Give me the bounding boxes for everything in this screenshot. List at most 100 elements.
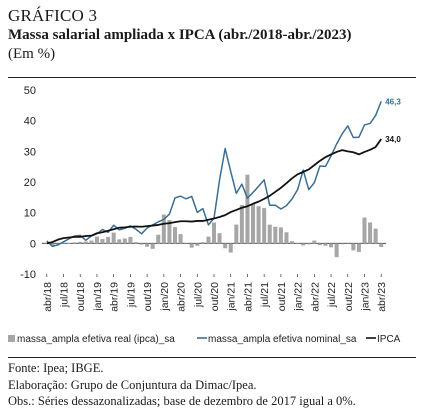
y-tick-label: 10 (24, 208, 36, 220)
bar-set/21 (273, 226, 278, 244)
x-tick-label: jan/23 (359, 282, 371, 312)
chart-canvas: -10 0 10 20 30 40 50 abr/18 jul/18 out/18 jan/19 ab… (8, 85, 401, 345)
x-tick-label: abr/20 (176, 282, 188, 312)
x-tick-label: jul/18 (59, 282, 71, 308)
end-value-label: 46,3 (385, 97, 401, 106)
bar-abr/23 (379, 243, 384, 248)
bar-jul/19 (128, 236, 133, 244)
x-tick-label: out/20 (209, 282, 221, 311)
x-tick-label: jan/22 (293, 282, 305, 312)
bar-jan/23 (362, 217, 367, 244)
source-note: Fonte: Ipea; IBGE. (8, 361, 104, 375)
x-tick-label: jul/19 (125, 282, 137, 308)
bottom-rule (8, 357, 416, 358)
bar-series-layer (44, 174, 384, 258)
x-tick-label: out/19 (142, 282, 154, 311)
legend-swatch-real (8, 335, 15, 342)
bar-fev/21 (234, 224, 239, 244)
x-tick-label: abr/18 (42, 282, 54, 312)
bar-jul/21 (262, 208, 267, 244)
bar-fev/20 (167, 220, 172, 244)
bar-jan/22 (295, 243, 300, 244)
x-tick-label: jul/22 (326, 282, 338, 308)
end-value-label: 34,0 (385, 135, 401, 144)
bar-mai/22 (317, 243, 322, 246)
bar-nov/21 (284, 232, 289, 244)
bar-ago/20 (200, 242, 205, 244)
observation-note: Obs.: Séries dessazonalizadas; base de d… (8, 394, 356, 408)
bar-mai/19 (117, 239, 122, 244)
bar-out/19 (145, 243, 150, 247)
bar-set/18 (72, 242, 77, 244)
y-tick-label: 50 (24, 85, 36, 97)
chart-header: GRÁFICO 3 Massa salarial ampliada x IPCA… (8, 6, 418, 64)
bar-mar/19 (106, 236, 111, 244)
bar-jun/18 (55, 243, 60, 245)
x-tick-label: out/18 (75, 282, 87, 311)
bar-nov/18 (83, 241, 88, 244)
x-tick-label: abr/21 (242, 282, 254, 312)
figure-label: GRÁFICO 3 (8, 6, 98, 25)
bar-abr/19 (111, 232, 116, 244)
bar-nov/19 (150, 243, 155, 249)
x-tick-label: out/21 (276, 282, 288, 311)
bar-abr/20 (178, 234, 183, 244)
bar-jul/18 (61, 242, 66, 244)
bar-out/20 (211, 222, 217, 244)
bar-mar/22 (306, 243, 311, 245)
bar-jun/19 (122, 238, 127, 244)
bar-out/21 (278, 227, 283, 244)
bar-jul/20 (195, 243, 200, 246)
bar-set/22 (340, 243, 345, 245)
bar-jan/20 (161, 214, 166, 244)
ipca-line (46, 138, 382, 245)
elaboration-note: Elaboração: Grupo de Conjuntura da Dimac… (8, 377, 257, 392)
axis-layer: -10 0 10 20 30 40 50 abr/18 jul/18 out/18 jan/19 ab… (20, 85, 388, 312)
bar-fev/19 (100, 239, 105, 244)
top-rule (8, 77, 416, 78)
bar-abr/21 (245, 174, 250, 244)
bar-nov/22 (351, 243, 356, 251)
bar-dez/18 (89, 240, 94, 244)
y-tick-label: 30 (24, 146, 36, 158)
bar-dez/19 (156, 234, 161, 244)
bar-set/20 (206, 236, 211, 244)
x-tick-label: jul/21 (259, 282, 271, 308)
bar-jul/22 (329, 243, 334, 248)
x-tick-label: jul/20 (192, 282, 204, 308)
y-tick-label: 0 (30, 238, 36, 250)
bar-fev/22 (301, 243, 306, 246)
annotation-layer: 46,3 34,0 (385, 97, 401, 144)
bar-mai/21 (251, 203, 256, 244)
bar-jun/22 (323, 243, 328, 246)
line-series-layer (46, 101, 382, 248)
legend: massa_ampla efetiva real (ipca)_sa massa_… (8, 334, 401, 345)
bar-jan/19 (94, 236, 99, 244)
bar-ago/22 (334, 243, 339, 258)
legend-label-ipca: IPCA (377, 334, 401, 345)
y-tick-label: -10 (20, 269, 36, 281)
bar-mar/20 (172, 227, 177, 244)
bar-dez/22 (356, 243, 361, 252)
bar-jan/21 (228, 243, 233, 253)
bar-nov/20 (217, 233, 222, 244)
x-tick-label: abr/19 (109, 282, 121, 312)
bar-ago/19 (133, 242, 138, 244)
bar-dez/20 (223, 243, 228, 249)
bar-jun/21 (256, 206, 261, 244)
chart-title: Massa salarial ampliada x IPCA (abr./201… (8, 27, 352, 43)
bar-dez/21 (290, 241, 295, 244)
bar-mai/18 (50, 243, 55, 246)
y-tick-label: 40 (24, 116, 36, 128)
bar-set/19 (139, 243, 144, 245)
legend-label-real: massa_ampla efetiva real (ipca)_sa (17, 334, 175, 345)
bar-mai/20 (184, 243, 189, 244)
bar-jun/20 (189, 243, 194, 248)
bar-ago/21 (267, 224, 272, 244)
x-tick-label: jan/21 (226, 282, 238, 312)
x-tick-label: abr/22 (309, 282, 321, 312)
bar-mar/21 (239, 205, 244, 244)
x-tick-label: abr/23 (376, 282, 388, 312)
bar-abr/22 (312, 240, 317, 244)
chart-units: (Em %) (8, 46, 56, 62)
